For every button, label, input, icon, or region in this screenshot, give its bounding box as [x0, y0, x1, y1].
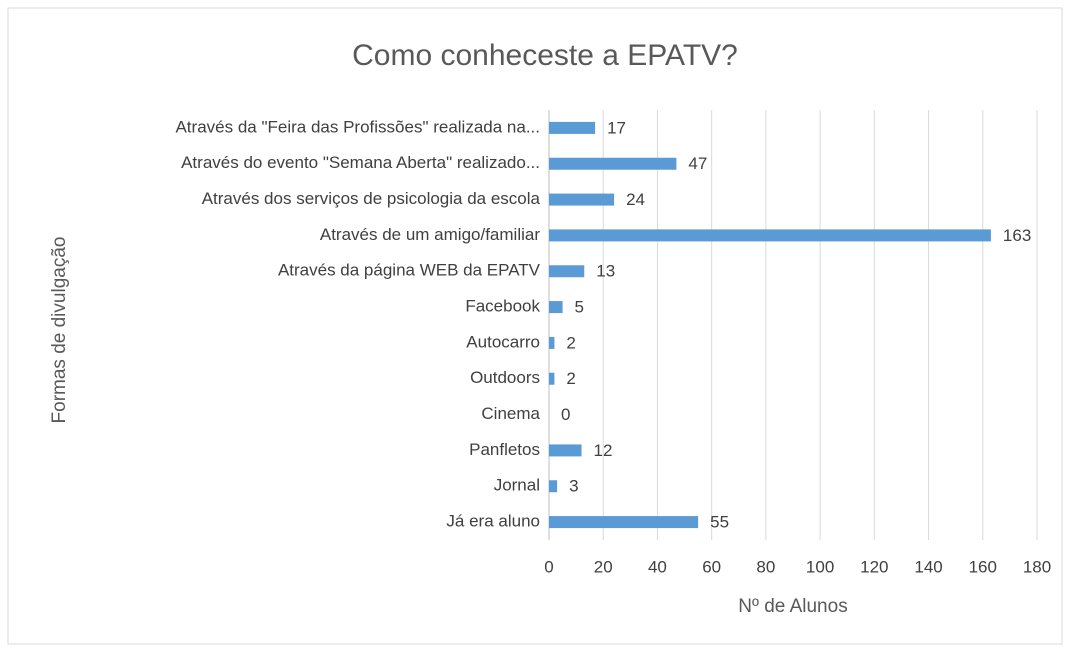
y-tick-label: Jornal [494, 476, 540, 495]
data-label: 0 [561, 405, 570, 424]
y-tick-label: Através da "Feira das Profissões" realiz… [175, 117, 540, 136]
x-tick-label: 120 [860, 557, 888, 576]
bar [549, 336, 555, 349]
data-label: 163 [1003, 226, 1031, 245]
data-label: 13 [596, 262, 615, 281]
bar [549, 193, 615, 206]
bar [549, 372, 555, 385]
y-tick-label: Já era aluno [446, 512, 540, 531]
bar [549, 301, 563, 314]
bar [549, 265, 585, 278]
chart-frame [7, 7, 1063, 645]
chart-title: Como conheceste a EPATV? [352, 39, 738, 72]
x-tick-label: 80 [756, 557, 775, 576]
data-label: 5 [575, 298, 584, 317]
x-tick-label: 20 [594, 557, 613, 576]
x-tick-label: 40 [648, 557, 667, 576]
bar [549, 157, 677, 170]
x-tick-label: 160 [969, 557, 997, 576]
y-tick-label: Cinema [481, 404, 540, 423]
data-label: 55 [710, 513, 729, 532]
bar [549, 121, 596, 134]
x-axis-title: Nº de Alunos [738, 596, 847, 617]
y-tick-label: Autocarro [466, 332, 540, 351]
y-axis-title: Formas de divulgação [49, 237, 70, 424]
y-tick-label: Através de um amigo/familiar [320, 225, 540, 244]
data-label: 12 [594, 441, 613, 460]
x-tick-label: 60 [702, 557, 721, 576]
y-tick-label: Outdoors [470, 368, 540, 387]
x-tick-label: 140 [914, 557, 942, 576]
bar [549, 444, 582, 457]
data-label: 17 [607, 118, 626, 137]
bar [549, 480, 558, 493]
x-tick-label: 100 [806, 557, 834, 576]
bar [549, 516, 699, 529]
x-tick-label: 0 [544, 557, 553, 576]
data-label: 2 [566, 333, 575, 352]
y-tick-label: Através da página WEB da EPATV [278, 261, 541, 280]
bar [549, 229, 991, 242]
data-label: 2 [566, 369, 575, 388]
y-tick-label: Panfletos [469, 440, 540, 459]
x-tick-label: 180 [1023, 557, 1051, 576]
y-tick-label: Através dos serviços de psicologia da es… [202, 189, 541, 208]
data-label: 24 [626, 190, 645, 209]
data-label: 3 [569, 477, 578, 496]
y-tick-label: Facebook [465, 297, 540, 316]
y-tick-label: Através do evento "Semana Aberta" realiz… [181, 153, 540, 172]
data-label: 47 [688, 154, 707, 173]
